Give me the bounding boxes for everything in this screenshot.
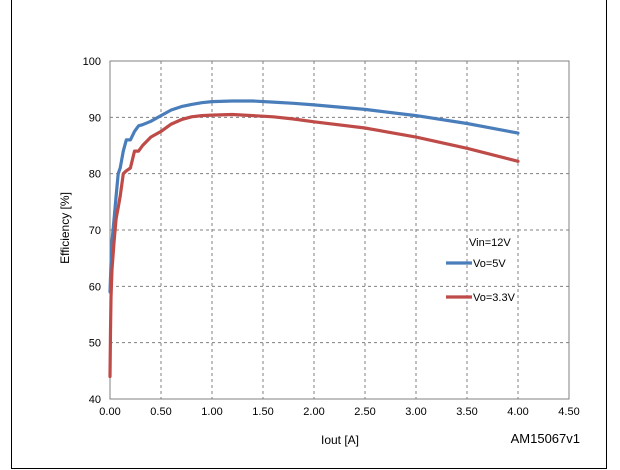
y-tick-label: 80 bbox=[89, 169, 101, 181]
legend: Vin=12V Vo=5V Vo=3.3V bbox=[446, 237, 516, 304]
x-tick-label: 2.50 bbox=[354, 406, 375, 418]
x-tick-label: 4.50 bbox=[558, 406, 579, 418]
y-tick-label: 50 bbox=[89, 338, 101, 350]
y-tick-label: 90 bbox=[89, 112, 101, 124]
series-layer bbox=[108, 99, 520, 379]
y-tick-label: 70 bbox=[89, 225, 101, 237]
series-line-1 bbox=[108, 99, 520, 294]
y-tick-label: 40 bbox=[89, 394, 101, 406]
x-tick-label: 4.00 bbox=[507, 406, 528, 418]
x-tick-label: 2.00 bbox=[303, 406, 324, 418]
legend-label: Vo=3.3V bbox=[473, 292, 516, 304]
x-tick-label: 0.50 bbox=[150, 406, 171, 418]
x-tick-label: 0.00 bbox=[99, 406, 120, 418]
y-tick-label: 60 bbox=[89, 281, 101, 293]
x-axis-title: Iout [A] bbox=[321, 433, 359, 447]
x-tick-label: 3.50 bbox=[456, 406, 477, 418]
y-axis-title: Efficiency [%] bbox=[58, 192, 72, 264]
series-line-2 bbox=[108, 112, 520, 379]
x-tick-label: 1.00 bbox=[201, 406, 222, 418]
legend-title: Vin=12V bbox=[469, 237, 511, 249]
reference-code: AM15067v1 bbox=[511, 431, 580, 446]
legend-label: Vo=5V bbox=[473, 258, 506, 270]
x-tick-label: 3.00 bbox=[405, 406, 426, 418]
plot-area-border bbox=[109, 60, 570, 400]
tick-labels: 0.00 0.50 1.00 1.50 2.00 2.50 3.00 3.50 4.00 4.50… bbox=[83, 56, 580, 418]
grid bbox=[110, 61, 569, 399]
y-tick-label: 100 bbox=[83, 56, 101, 68]
x-tick-label: 1.50 bbox=[252, 406, 273, 418]
chart-frame bbox=[11, 0, 607, 469]
